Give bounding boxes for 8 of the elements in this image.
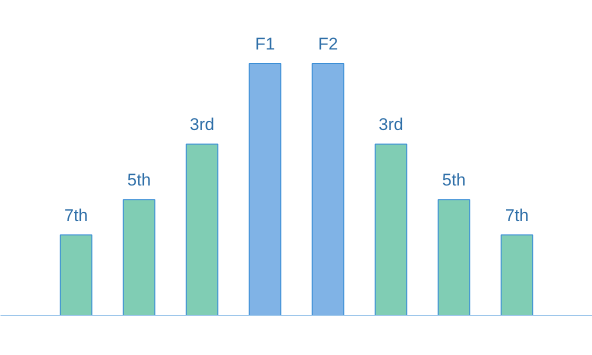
- x-tick-label: 5th: [127, 170, 151, 190]
- x-tick-label: 5th: [442, 170, 466, 190]
- x-tick-label: 7th: [505, 206, 529, 225]
- x-tick-label: F1: [255, 34, 275, 54]
- x-tick-label: 3rd: [378, 115, 404, 134]
- x-tick-label: 3rd: [190, 115, 214, 134]
- x-tick-label: 7th: [64, 206, 88, 225]
- x-tick-label: F2: [318, 34, 338, 54]
